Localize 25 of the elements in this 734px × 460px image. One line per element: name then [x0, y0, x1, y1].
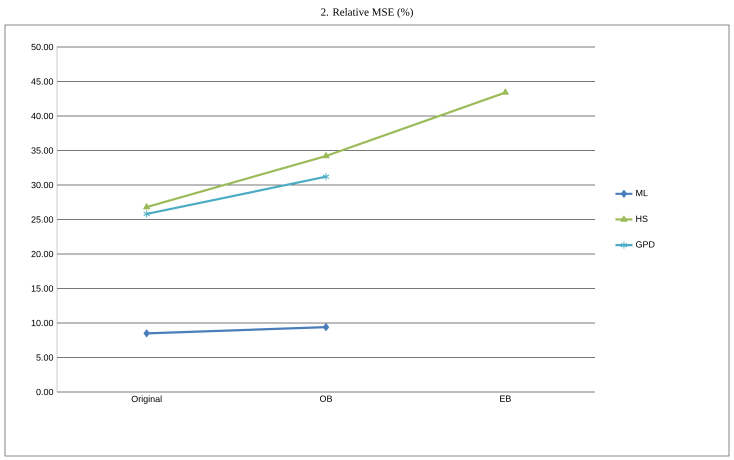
y-tick-label: 45.00 — [31, 78, 54, 85]
legend-label: ML — [636, 190, 648, 196]
x-tick-label: OB — [320, 396, 332, 402]
chart-title: 2. Relative MSE (%) — [321, 8, 413, 18]
point — [322, 152, 330, 158]
point — [502, 88, 509, 95]
x-tick-label: Original — [132, 396, 162, 404]
legend-label: HS — [636, 216, 648, 222]
y-tick-label: 15.00 — [32, 285, 54, 292]
y-tick-label: 40.00 — [31, 112, 54, 120]
y-tick-label: 50.00 — [31, 44, 54, 50]
y-tick-label: 0.00 — [36, 388, 54, 396]
point — [322, 172, 330, 181]
point — [143, 203, 150, 210]
y-tick-label: 10.00 — [32, 320, 54, 326]
legend-label: GPD — [636, 241, 655, 248]
y-tick-label: 25.00 — [31, 216, 54, 223]
y-tick-label: 20.00 — [31, 250, 54, 258]
y-tick-label: 35.00 — [31, 147, 54, 154]
x-tick-label: EB — [500, 396, 511, 402]
y-tick-label: 5.00 — [36, 354, 54, 361]
point — [144, 329, 150, 338]
y-tick-label: 30.00 — [31, 182, 54, 188]
point — [143, 210, 150, 218]
point — [322, 323, 330, 332]
